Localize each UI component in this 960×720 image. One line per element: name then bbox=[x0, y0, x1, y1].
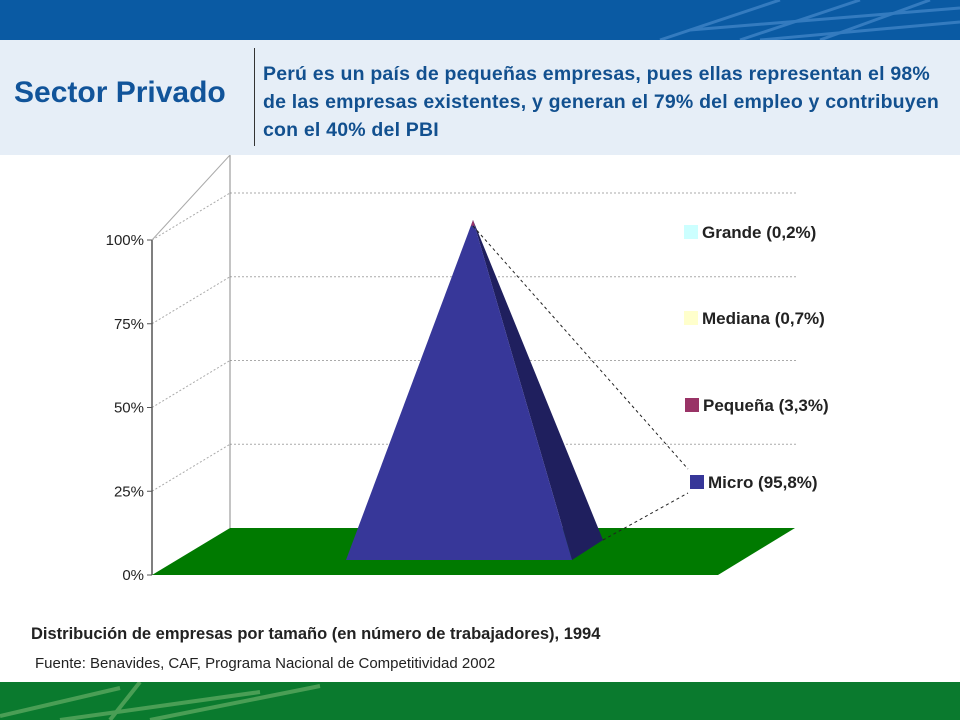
top-banner bbox=[0, 0, 960, 40]
bottom-pattern bbox=[0, 682, 321, 720]
leader-line bbox=[602, 492, 689, 541]
y-tick-label: 0% bbox=[122, 567, 144, 584]
legend-swatch bbox=[690, 475, 704, 489]
legend-swatch bbox=[685, 398, 699, 412]
section-title: Sector Privado bbox=[14, 76, 226, 109]
chart-source: Fuente: Benavides, CAF, Programa Naciona… bbox=[35, 655, 496, 672]
y-tick-label: 75% bbox=[114, 316, 144, 333]
header-divider bbox=[254, 48, 255, 146]
legend-label: Micro (95,8%) bbox=[708, 473, 818, 492]
gridline-side bbox=[151, 276, 231, 325]
legend-swatch bbox=[684, 225, 698, 239]
gridline-side bbox=[151, 443, 231, 492]
gridline-side bbox=[151, 360, 231, 408]
gridline-side bbox=[151, 192, 231, 241]
y-tick-label: 50% bbox=[114, 400, 144, 417]
leader-line bbox=[472, 225, 689, 470]
bottom-banner bbox=[0, 682, 960, 720]
y-tick-label: 100% bbox=[106, 232, 144, 249]
side-wall-top bbox=[151, 155, 231, 241]
legend-label: Mediana (0,7%) bbox=[702, 309, 825, 328]
header-band bbox=[0, 40, 960, 155]
pyramid-micro bbox=[346, 220, 572, 560]
pyramid-micro-side bbox=[473, 220, 603, 560]
legend-swatch bbox=[684, 311, 698, 325]
pyramid-pequena bbox=[471, 220, 475, 226]
banner-pattern bbox=[659, 0, 960, 40]
chart-caption: Distribución de empresas por tamaño (en … bbox=[31, 625, 601, 643]
pyramid-chart: 0% 25% 50% 75% 100% Grande (0,2%) Mediana (0,7… bbox=[106, 155, 829, 584]
headline-text: Perú es un país de pequeñas empresas, pu… bbox=[263, 63, 939, 141]
legend-label: Pequeña (3,3%) bbox=[703, 396, 829, 415]
y-tick-label: 25% bbox=[114, 483, 144, 500]
legend-label: Grande (0,2%) bbox=[702, 223, 816, 242]
